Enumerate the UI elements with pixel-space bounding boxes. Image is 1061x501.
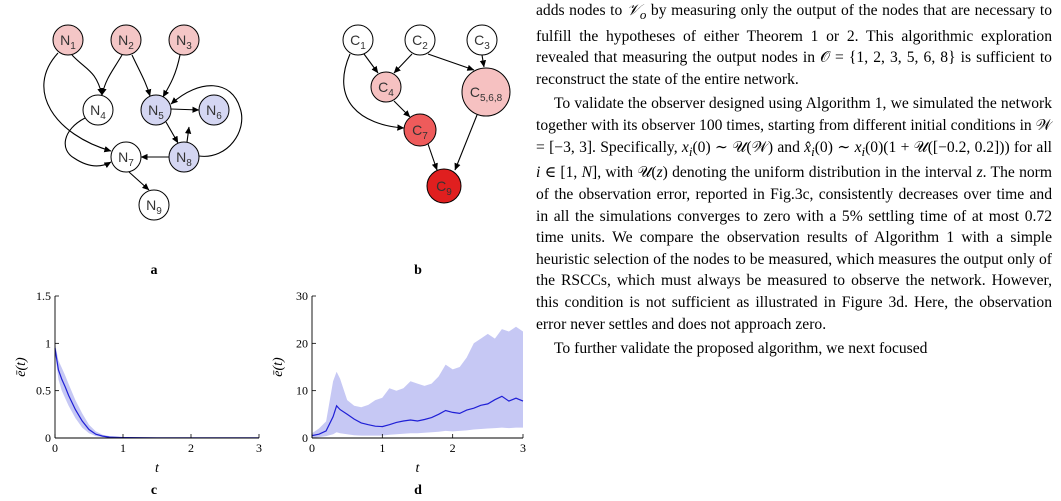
x-tick-label: 3 <box>256 441 262 455</box>
edge <box>131 54 152 97</box>
x-tick-label: 2 <box>188 441 194 455</box>
paragraph-1: adds nodes to 𝒱o by measuring only the o… <box>536 2 1052 88</box>
node-c7: C7 <box>403 113 437 147</box>
y-axis-label: ē(t) <box>271 357 286 377</box>
edge <box>427 143 438 171</box>
svg-text:N1: N1 <box>60 32 76 52</box>
x-tick-label: 2 <box>450 441 456 455</box>
svg-text:C1: C1 <box>350 32 366 52</box>
figure-3: N1 N2 N3 N4 N5 N6 N7 N8 N9 C1 C2 C3 C4 C5,6,8 C7 C9 0 1… <box>0 0 530 501</box>
edge <box>184 126 192 143</box>
y-tick-label: 30 <box>296 289 308 303</box>
panel-c-letter: c <box>151 483 157 498</box>
body-text-column: adds nodes to 𝒱o by measuring only the o… <box>536 0 1052 360</box>
node-n4: N4 <box>82 94 114 126</box>
edge <box>170 106 200 113</box>
x-tick-label: 1 <box>120 441 126 455</box>
edge <box>363 53 379 74</box>
x-axis-label: t <box>416 461 421 476</box>
y-tick-label: 20 <box>296 336 308 350</box>
edge <box>100 54 123 96</box>
x-tick-label: 1 <box>379 441 385 455</box>
confidence-band <box>312 326 523 438</box>
node-n3: N3 <box>168 24 200 56</box>
edge <box>170 85 243 157</box>
edge <box>71 54 104 96</box>
node-c4: C4 <box>370 71 402 103</box>
y-tick-label: 10 <box>296 384 308 398</box>
x-tick-label: 0 <box>309 441 315 455</box>
node-n2: N2 <box>110 24 142 56</box>
node-n7: N7 <box>110 141 142 173</box>
edge <box>64 117 112 169</box>
edge <box>479 54 487 68</box>
edge <box>454 114 478 171</box>
edge <box>393 53 413 74</box>
node-n9: N9 <box>138 189 170 221</box>
node-c3: C3 <box>466 24 498 56</box>
y-tick-label: 1.5 <box>36 289 51 303</box>
edge <box>165 121 179 144</box>
svg-text:C7: C7 <box>412 122 428 142</box>
node-n8: N8 <box>168 141 200 173</box>
svg-text:N2: N2 <box>118 32 134 52</box>
svg-text:N8: N8 <box>176 149 192 169</box>
x-axis-label: t <box>155 461 160 476</box>
svg-text:N5: N5 <box>148 102 164 122</box>
edge <box>128 171 150 191</box>
svg-text:N6: N6 <box>206 102 222 122</box>
paragraph-3: To further validate the proposed algorit… <box>554 340 928 358</box>
node-n1: N1 <box>52 24 84 56</box>
svg-text:C2: C2 <box>412 32 428 52</box>
mean-error-line <box>311 395 524 437</box>
node-c2: C2 <box>404 24 436 56</box>
panel-c-error-plot: 0 1 2 3 0 0.5 1 1.5 t ē(t) <box>14 289 262 476</box>
edge <box>43 52 112 153</box>
panel-b-letter: b <box>414 263 422 278</box>
node-c1: C1 <box>342 24 374 56</box>
panel-b-condensation-graph: C1 C2 C3 C4 C5,6,8 C7 C9 <box>342 24 511 204</box>
edge <box>343 53 405 131</box>
figure-canvas: N1 N2 N3 N4 N5 N6 N7 N8 N9 C1 C2 C3 C4 C5,6,8 C7 C9 0 1… <box>14 24 526 498</box>
paragraph-2: To validate the observer designed using … <box>536 95 1052 333</box>
y-axis-label: ē(t) <box>14 357 29 377</box>
panel-a-letter: a <box>151 263 158 278</box>
node-n6: N6 <box>198 94 230 126</box>
edge <box>162 54 181 98</box>
x-tick-label: 0 <box>52 441 58 455</box>
panel-a-graph: N1 N2 N3 N4 N5 N6 N7 N8 N9 <box>43 24 243 221</box>
svg-text:C4: C4 <box>378 79 394 99</box>
confidence-band <box>55 343 259 438</box>
y-tick-label: 1 <box>45 336 51 350</box>
svg-text:C3: C3 <box>474 32 490 52</box>
edge <box>427 53 475 71</box>
svg-text:N7: N7 <box>118 149 134 169</box>
svg-text:N9: N9 <box>146 197 162 217</box>
node-n5: N5 <box>140 94 172 126</box>
svg-text:C9: C9 <box>436 178 452 198</box>
y-tick-label: 0.5 <box>36 384 51 398</box>
svg-text:C5,6,8: C5,6,8 <box>470 84 503 104</box>
svg-text:N3: N3 <box>176 32 192 52</box>
edge <box>393 100 411 118</box>
node-c9: C9 <box>426 168 462 204</box>
x-tick-label: 3 <box>520 441 526 455</box>
y-tick-label: 0 <box>45 431 51 445</box>
mean-error-line <box>54 348 259 439</box>
svg-text:N4: N4 <box>90 102 106 122</box>
panel-d-letter: d <box>414 483 422 498</box>
node-c568: C5,6,8 <box>461 67 511 117</box>
y-tick-label: 0 <box>302 431 308 445</box>
